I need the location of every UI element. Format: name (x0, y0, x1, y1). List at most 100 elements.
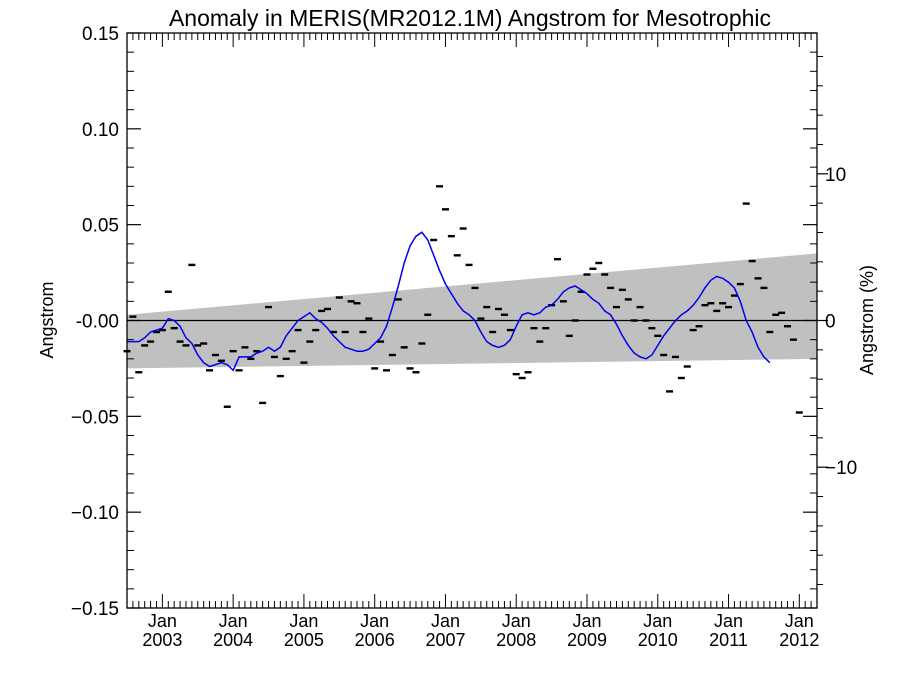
anomaly-marker (359, 330, 367, 334)
left-axis: 0.15 0.10 0.05 -0.00 −0.05 −0.10 −0.15 (71, 24, 817, 620)
y-tick-label: −0.15 (71, 599, 119, 620)
anomaly-marker (742, 202, 750, 205)
anomaly-marker (766, 330, 774, 334)
anomaly-marker (618, 288, 626, 292)
x-tick-year: 2006 (355, 630, 395, 650)
anomaly-marker (772, 313, 780, 316)
anomaly-marker (424, 313, 432, 316)
anomaly-marker (500, 313, 508, 316)
anomaly-marker (147, 340, 155, 343)
x-tick-year: 2011 (709, 630, 748, 650)
anomaly-marker (394, 298, 402, 301)
anomaly-marker (341, 330, 349, 334)
x-tick-month: Jan (785, 611, 814, 631)
anomaly-marker (689, 328, 697, 332)
x-tick-year: 2004 (213, 630, 253, 650)
anomaly-marker (683, 365, 691, 368)
anomaly-marker (206, 369, 214, 372)
anomaly-marker (170, 326, 178, 330)
anomaly-marker (288, 349, 296, 353)
anomaly-marker (736, 282, 744, 286)
anomaly-marker (447, 234, 455, 238)
anomaly-marker (188, 263, 196, 267)
anomaly-marker (477, 317, 485, 320)
anomaly-marker (158, 328, 166, 332)
anomaly-marker (583, 273, 591, 276)
y2-axis-label: Angstrom (%) (857, 265, 877, 375)
anomaly-marker (235, 369, 243, 372)
y2-tick-label: 0 (825, 312, 836, 333)
anomaly-marker (707, 302, 715, 305)
anomaly-marker (607, 286, 615, 290)
anomaly-marker (324, 307, 332, 311)
anomaly-marker (182, 344, 190, 347)
anomaly-marker (654, 334, 662, 338)
anomaly-marker (441, 208, 449, 211)
anomaly-marker (382, 369, 390, 372)
anomaly-marker (164, 290, 172, 293)
anomaly-marker (406, 367, 414, 370)
anomaly-marker (554, 257, 562, 261)
anomaly-marker (465, 263, 473, 267)
anomaly-marker (436, 185, 444, 188)
anomaly-marker (642, 319, 650, 322)
x-tick-year: 2005 (284, 630, 324, 650)
smoothed-line (127, 231, 771, 372)
y-tick-label: -0.00 (76, 312, 119, 333)
anomaly-marker (595, 261, 603, 265)
anomaly-marker (648, 326, 656, 330)
anomaly-marker (318, 309, 326, 313)
anomaly-marker (589, 267, 597, 270)
anomaly-markers (123, 185, 803, 414)
anomaly-marker (571, 319, 579, 322)
anomaly-marker (495, 307, 503, 311)
anomaly-marker (677, 376, 685, 380)
x-tick-month: Jan (431, 611, 460, 631)
anomaly-marker (713, 309, 721, 313)
anomaly-marker (612, 305, 620, 309)
anomaly-marker (524, 371, 532, 374)
anomaly-marker (259, 401, 267, 405)
anomaly-marker (418, 342, 426, 345)
x-tick-month: Jan (643, 611, 672, 631)
anomaly-marker (784, 325, 792, 328)
x-tick-year: 2003 (142, 630, 182, 650)
anomaly-marker (530, 326, 538, 330)
x-tick-month: Jan (502, 611, 531, 631)
anomaly-marker (453, 254, 461, 257)
anomaly-marker (512, 372, 520, 376)
anomaly-marker (282, 357, 290, 361)
anomaly-marker (194, 344, 202, 347)
anomaly-marker (701, 303, 709, 307)
anomaly-marker (276, 374, 284, 378)
anomaly-marker (748, 259, 756, 263)
x-tick-month: Jan (714, 611, 743, 631)
y-tick-label: −0.10 (71, 503, 119, 524)
anomaly-marker (294, 328, 302, 332)
anomaly-marker (671, 355, 679, 359)
anomaly-marker (489, 330, 497, 334)
anomaly-marker (412, 371, 420, 374)
anomaly-marker (795, 411, 803, 414)
x-tick-year: 2010 (638, 630, 678, 650)
chart-title: Anomaly in MERIS(MR2012.1M) Angstrom for… (169, 5, 771, 31)
x-tick-month: Jan (572, 611, 601, 631)
anomaly-marker (347, 300, 355, 303)
y2-tick-label: 10 (825, 165, 846, 186)
anomaly-marker (217, 359, 225, 362)
anomaly-marker (176, 340, 184, 343)
anomaly-marker (725, 305, 733, 309)
anomaly-marker (471, 286, 479, 290)
anomaly-marker (559, 300, 567, 303)
x-tick-month: Jan (219, 611, 248, 631)
anomaly-marker (335, 296, 343, 299)
x-axis: Jan2003Jan2004Jan2005Jan2006Jan2007Jan20… (126, 33, 819, 650)
anomaly-marker (371, 367, 379, 370)
anomaly-marker (459, 227, 467, 230)
anomaly-marker (329, 330, 337, 334)
anomaly-marker (630, 319, 638, 322)
anomaly-marker (506, 328, 514, 332)
anomaly-marker (695, 325, 703, 328)
anomaly-marker (152, 330, 160, 334)
anomaly-marker (200, 342, 208, 345)
